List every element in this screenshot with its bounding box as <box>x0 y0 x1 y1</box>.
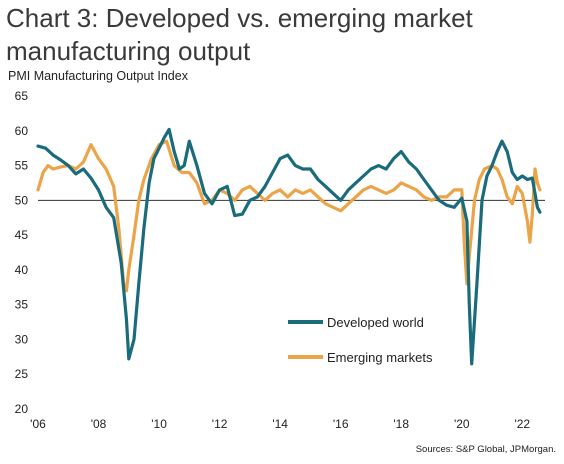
y-tick-label: 30 <box>15 332 29 346</box>
y-tick-label: 35 <box>15 298 29 312</box>
x-tick-label: '16 <box>333 417 349 431</box>
y-tick-label: 65 <box>15 89 29 103</box>
y-tick-label: 50 <box>15 193 29 207</box>
x-tick-label: '10 <box>151 417 167 431</box>
x-tick-label: '20 <box>454 417 470 431</box>
x-tick-label: '12 <box>212 417 228 431</box>
x-tick-label: '22 <box>514 417 530 431</box>
x-tick-label: '08 <box>91 417 107 431</box>
legend-label: Emerging markets <box>327 350 433 365</box>
y-tick-label: 40 <box>15 263 29 277</box>
y-tick-label: 20 <box>15 402 29 416</box>
x-tick-label: '06 <box>30 417 46 431</box>
y-tick-label: 55 <box>15 159 29 173</box>
y-tick-label: 25 <box>15 367 29 381</box>
legend-label: Developed world <box>327 315 424 330</box>
x-tick-label: '14 <box>272 417 288 431</box>
chart-title: Chart 3: Developed vs. emerging market m… <box>6 3 473 66</box>
source-note: Sources: S&P Global, JPMorgan. <box>415 444 556 455</box>
x-tick-label: '18 <box>393 417 409 431</box>
y-tick-label: 60 <box>15 124 29 138</box>
series-line-developed-world <box>36 127 542 366</box>
y-axis-label: PMI Manufacturing Output Index <box>8 69 188 83</box>
y-tick-label: 45 <box>15 228 29 242</box>
